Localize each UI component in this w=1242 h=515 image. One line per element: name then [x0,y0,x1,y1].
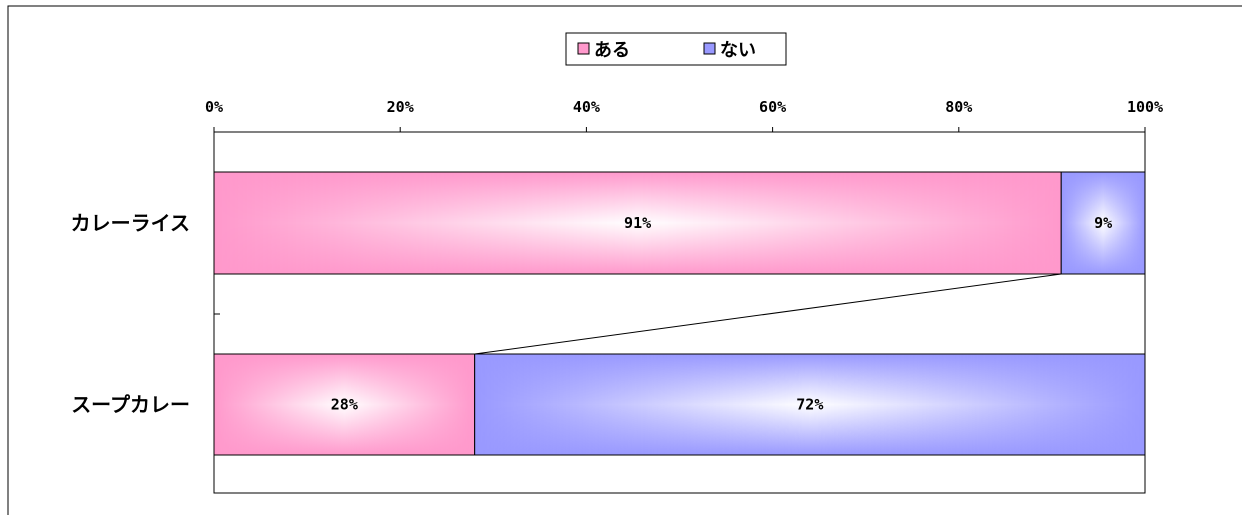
legend: ある ない [565,32,787,66]
series-line [474,273,1062,355]
x-tick-label: 0% [205,98,223,116]
data-labels: 91% 9% 28% 72% [331,214,1112,414]
series-lines [474,273,1062,355]
bar-segment [213,353,476,456]
legend-swatch-aru [577,42,590,55]
category-label: カレーライス [71,211,190,235]
data-label: 91% [624,214,651,232]
chart-area-border [7,5,1242,515]
x-tick-label: 80% [945,98,972,116]
x-tick-label: 20% [387,98,414,116]
legend-label-nai: ない [720,40,756,61]
legend-swatch-nai [703,42,716,55]
bar-segment [1060,171,1146,275]
data-label: 28% [331,396,358,414]
x-tick-label: 40% [573,98,600,116]
x-tick-label: 100% [1127,98,1163,116]
category-label: スープカレー [71,393,190,417]
x-tick-label: 60% [759,98,786,116]
data-label: 72% [796,396,823,414]
bar-segment [474,353,1146,456]
legend-label-aru: ある [594,40,630,61]
bars [213,171,1146,456]
data-label: 9% [1094,214,1112,232]
x-axis: 0% 20% 40% 60% 80% 100% [205,98,1163,315]
legend-box [565,32,787,66]
bar-segment [213,171,1062,275]
